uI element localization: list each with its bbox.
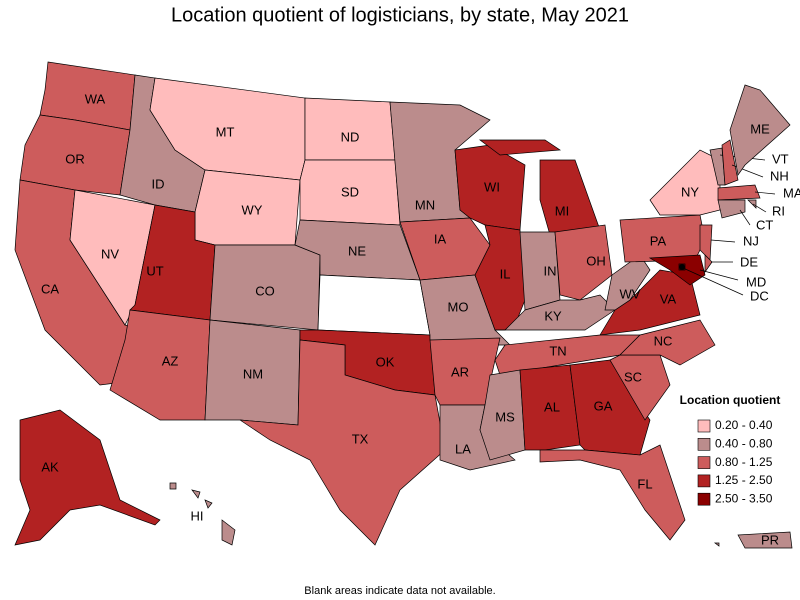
state-label: NH (770, 168, 789, 183)
state-label: CO (255, 283, 275, 298)
state-shape (14, 409, 161, 546)
state-shape (648, 254, 706, 286)
state-shape (539, 444, 686, 541)
legend-title: Location quotient (680, 393, 781, 407)
state-label: ME (750, 121, 770, 136)
state-label: IA (434, 231, 447, 246)
state-label: AR (451, 364, 469, 379)
state-label: FL (637, 476, 652, 491)
state-shape (699, 224, 713, 261)
state-label: OR (65, 151, 85, 166)
state-label: ND (341, 129, 360, 144)
states: WA OR CA NV ID MT WY UT AZ CO NM ND SD NE OK TX MN IA MO AR… (14, 61, 800, 549)
state-shape (729, 84, 791, 176)
state-label: CT (756, 217, 773, 232)
state-label: NV (101, 246, 119, 261)
state-label: SD (341, 184, 359, 199)
state-label: GA (594, 398, 613, 413)
legend-label: 0.80 - 1.25 (715, 455, 773, 469)
state-label: MN (415, 197, 435, 212)
state-label: MS (495, 409, 515, 424)
leader-line (682, 267, 744, 296)
state-label: VT (772, 151, 789, 166)
legend-label: 1.25 - 2.50 (715, 473, 773, 487)
state-label: WV (620, 286, 641, 301)
state-label: AL (544, 399, 560, 414)
state-label: RI (772, 203, 785, 218)
state-label: NM (243, 366, 263, 381)
leader-line (739, 209, 751, 226)
state-label: AZ (162, 353, 179, 368)
state-label: DC (750, 288, 769, 303)
state-label: ID (152, 176, 165, 191)
state-label: OK (376, 354, 395, 369)
leader-line (710, 239, 736, 243)
state-shape (713, 531, 793, 549)
state-shape (519, 364, 581, 451)
dc-dot (679, 264, 685, 270)
state-shape (554, 224, 613, 301)
legend-swatch (697, 492, 711, 506)
state-shape (649, 149, 721, 216)
state-label: NJ (743, 233, 759, 248)
state-label: MA (783, 185, 800, 200)
state-label: WY (242, 202, 263, 217)
state-shape (317, 274, 431, 336)
state-label: LA (455, 441, 471, 456)
leader-line (754, 191, 776, 195)
state-label: MD (746, 274, 766, 289)
state-shape (495, 294, 616, 331)
legend-label: 2.50 - 3.50 (715, 491, 773, 505)
state-label: WA (85, 91, 106, 106)
state-label: PR (761, 532, 779, 547)
leader-line (752, 203, 767, 213)
state-label: TX (352, 431, 369, 446)
state-label: VA (660, 291, 677, 306)
state-label: DE (740, 254, 758, 269)
state-shape (721, 139, 739, 186)
legend-label: 0.40 - 0.80 (715, 436, 773, 450)
state-label: TN (549, 343, 566, 358)
legend: 0.20 - 0.40 0.40 - 0.80 0.80 - 1.25 1.25 - … (697, 418, 773, 506)
legend-swatch (697, 419, 711, 433)
state-label: HI (191, 508, 204, 523)
state-shape (169, 482, 236, 546)
state-label: PA (650, 233, 667, 248)
state-shape (209, 244, 321, 331)
state-label: KY (544, 308, 562, 323)
map-title: Location quotient of logisticians, by st… (171, 4, 629, 26)
leader-line (699, 269, 739, 281)
state-shape (609, 354, 671, 421)
note: Blank areas indicate data not available. (304, 585, 495, 597)
state-label: WI (484, 179, 500, 194)
legend-swatch (697, 474, 711, 488)
state-shape (717, 184, 761, 201)
state-label: NC (654, 333, 673, 348)
state-shape (747, 199, 757, 209)
state-label: NE (348, 243, 366, 258)
state-label: MO (448, 299, 469, 314)
state-label: IL (500, 266, 511, 281)
state-label: AK (41, 459, 59, 474)
state-shape (717, 199, 746, 219)
state-label: MT (216, 124, 235, 139)
state-shape (19, 114, 131, 196)
state-label: MI (555, 203, 569, 218)
state-label: SC (624, 369, 642, 384)
state-label: IN (544, 263, 557, 278)
state-shape (704, 254, 713, 274)
state-label: NY (681, 184, 699, 199)
state-shape (239, 339, 446, 546)
legend-swatch (697, 456, 711, 469)
state-label: CA (41, 281, 59, 296)
legend-label: 0.20 - 0.40 (715, 418, 773, 432)
state-shape (619, 319, 716, 366)
state-label: OH (586, 253, 606, 268)
legend-swatch (697, 437, 711, 451)
state-label: UT (146, 263, 163, 278)
